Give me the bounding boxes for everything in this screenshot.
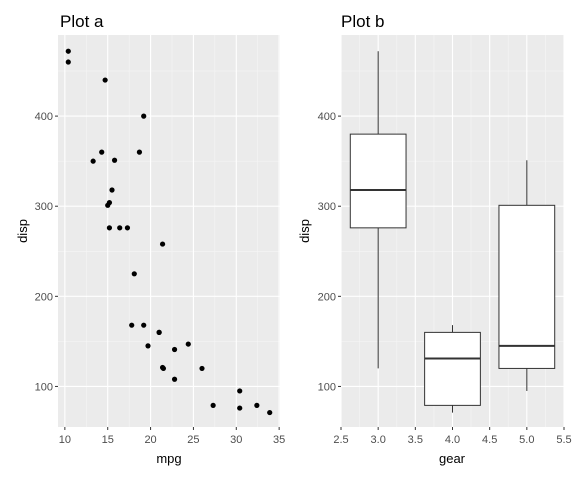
plot-a-points	[65, 48, 273, 416]
scatter-point	[156, 329, 162, 335]
scatter-point	[131, 271, 137, 277]
scatter-point	[171, 346, 178, 353]
plot-a-x-axis-label: mpg	[156, 451, 181, 466]
scatter-point	[237, 405, 243, 411]
scatter-point	[129, 322, 135, 328]
scatter-point	[111, 157, 118, 163]
plot-a-x-ticks: 10 15 20 25 30 35	[59, 427, 285, 446]
box-iqr	[424, 331, 481, 406]
panel-plot-a: Plot a 10 15 20 25 30 35 100 200 300 400 mpg dis…	[15, 12, 285, 466]
scatter-point	[160, 365, 167, 372]
plot-b-x-tick-label: 5.0	[519, 434, 534, 446]
plot-a-y-tick-label: 400	[35, 111, 53, 123]
scatter-point	[210, 402, 216, 408]
panel-plot-b: Plot b 2.5 3.0 3.5 4.0 4.5 5.0 5.5 100 200 300 40…	[297, 12, 572, 466]
scatter-point	[141, 113, 147, 119]
plot-b-y-axis-label: disp	[297, 219, 312, 243]
plot-b-x-tick-label: 4.5	[482, 434, 497, 446]
scatter-point	[124, 225, 131, 231]
scatter-point	[106, 200, 113, 206]
box-iqr	[498, 204, 556, 369]
plot-a-y-tick-label: 300	[35, 201, 53, 213]
plot-a-title: Plot a	[60, 12, 104, 31]
scatter-point	[141, 322, 147, 328]
scatter-point	[117, 225, 123, 231]
plot-b-x-tick-label: 3.0	[371, 434, 386, 446]
plot-b-title: Plot b	[341, 12, 384, 31]
plot-a-y-ticks: 100 200 300 400	[35, 111, 58, 393]
box-iqr	[349, 133, 407, 229]
scatter-point	[254, 402, 260, 408]
scatter-point	[185, 341, 191, 347]
plot-b-y-tick-label: 100	[318, 381, 336, 393]
scatter-point	[65, 48, 71, 54]
scatter-point	[199, 365, 205, 372]
plot-a-x-tick-label: 15	[102, 434, 114, 446]
scatter-point	[237, 388, 243, 394]
scatter-point	[267, 409, 273, 416]
scatter-point	[99, 149, 105, 155]
plot-a-x-tick-label: 30	[230, 434, 242, 446]
plot-b-y-ticks: 100 200 300 400	[318, 111, 341, 393]
scatter-point	[136, 149, 143, 155]
plot-b-x-tick-label: 3.5	[408, 434, 423, 446]
scatter-point	[145, 343, 151, 349]
plot-a-x-tick-label: 25	[187, 434, 199, 446]
plot-b-y-tick-label: 400	[318, 111, 336, 123]
plot-a-x-tick-label: 20	[144, 434, 156, 446]
scatter-point	[65, 59, 71, 65]
scatter-point	[90, 158, 96, 164]
plot-b-x-tick-label: 4.0	[445, 434, 460, 446]
plot-a-y-tick-label: 200	[35, 291, 53, 303]
plot-a-gridlines	[58, 35, 280, 427]
scatter-point	[106, 225, 113, 231]
plot-b-x-tick-label: 5.5	[556, 434, 571, 446]
plot-a-y-axis-label: disp	[15, 219, 30, 243]
plot-a-panel-background	[58, 35, 280, 427]
scatter-point	[159, 241, 166, 247]
plot-a-x-tick-label: 10	[59, 434, 71, 446]
plot-b-y-tick-label: 200	[318, 291, 336, 303]
plot-b-boxes	[349, 51, 556, 413]
plot-a-x-tick-label: 35	[273, 434, 285, 446]
plot-b-x-tick-label: 2.5	[333, 434, 348, 446]
plot-b-x-axis-label: gear	[439, 451, 466, 466]
plot-b-x-ticks: 2.5 3.0 3.5 4.0 4.5 5.0 5.5	[333, 427, 572, 446]
scatter-point	[171, 376, 178, 382]
scatter-point	[109, 187, 115, 193]
scatter-point	[102, 77, 108, 83]
plot-a-y-tick-label: 100	[35, 381, 53, 393]
plot-b-y-tick-label: 300	[318, 201, 336, 213]
